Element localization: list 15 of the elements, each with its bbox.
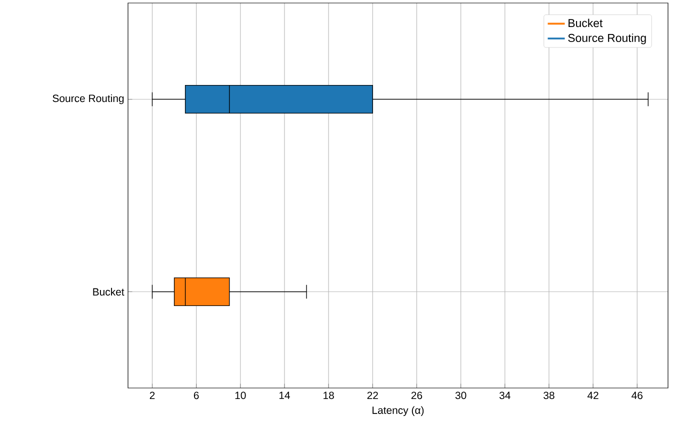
legend-label: Source Routing [568,34,646,44]
x-tick-label: 6 [194,392,199,400]
x-tick-label: 42 [587,392,598,399]
x-tick-label: 18 [324,392,334,400]
legend-label: Bucket [568,18,603,28]
x-tick-label: 14 [279,392,290,399]
x-tick-label: 22 [367,392,378,399]
x-tick-label: 10 [235,392,246,400]
x-tick-label: 30 [455,392,466,400]
x-tick-label: 34 [499,392,510,400]
x-tick-label: 26 [411,392,422,400]
x-axis-title: Latency (α) [372,406,424,416]
x-tick-label: 46 [632,392,643,400]
x-tick-label: 38 [544,392,554,400]
x-tick-label: 2 [150,392,155,399]
